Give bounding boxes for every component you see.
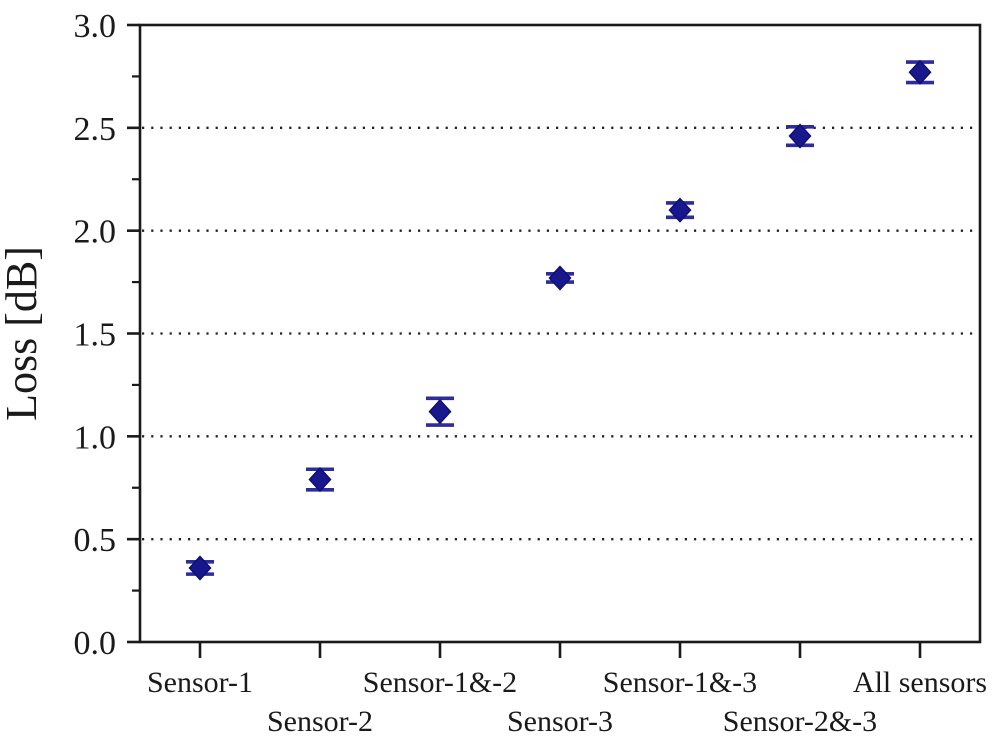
y-axis-tick-label: 1.0 [74,419,117,456]
diamond-marker [428,399,452,425]
x-axis-label: Sensor-3 [507,705,613,738]
data-point-group [546,265,574,291]
y-axis-tick-label: 1.5 [74,317,117,354]
data-point-group [426,396,454,427]
diamond-marker [308,466,332,493]
y-axis-tick-label: 0.0 [74,625,117,662]
diamond-marker [548,265,572,291]
x-axis-label: Sensor-1&-3 [603,666,757,699]
y-axis-tick-label: 3.0 [74,8,117,45]
x-axis-label: Sensor-2&-3 [723,705,877,738]
y-axis-title: Loss [dB] [0,246,46,421]
diamond-marker [188,555,212,581]
y-axis-tick-label: 2.0 [74,214,117,251]
diamond-marker [908,59,932,85]
plot-frame [138,23,982,644]
x-axis-label: Sensor-1 [147,666,253,699]
data-point-group [186,555,214,581]
data-point-group [666,197,694,223]
x-axis-label: All sensors [853,666,987,699]
y-axis-tick-label: 0.5 [74,522,117,559]
diamond-marker [668,197,692,223]
x-axis-label: Sensor-1&-2 [363,666,517,699]
data-point-group [906,59,934,85]
data-point-group [306,466,334,493]
diamond-marker [788,123,812,149]
x-axis-label: Sensor-2 [267,705,373,738]
data-point-group [786,123,814,149]
y-axis-tick-label: 2.5 [74,111,117,148]
